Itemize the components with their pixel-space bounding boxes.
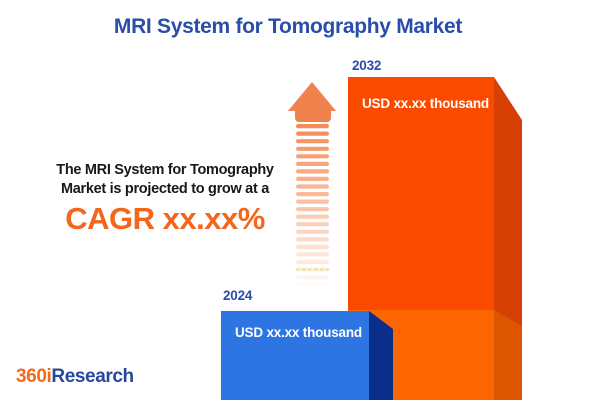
arrow-stripes [296,124,329,280]
bar-2024 [221,311,393,400]
annotation-line-2: Market is projected to grow at a [61,181,269,197]
brand-logo-suffix: Research [51,366,134,387]
brand-logo: 360iResearch [16,367,134,387]
bar-2024-side [369,311,393,400]
cagr-text: CAGR xx.xx% [65,201,265,236]
bar-label-year-2032: 2032 [352,58,382,73]
brand-logo-prefix: 360i [16,366,52,387]
annotation-line-1: The MRI System for Tomography [56,162,274,178]
growth-arrow-icon [288,82,336,280]
bar-label-year-2024: 2024 [223,288,253,303]
bar-2032-side-lower [494,310,522,400]
annotation-block: The MRI System for Tomography Market is … [30,161,300,236]
bar-2024-front [221,311,369,400]
bar-value-2032: USD xx.xx thousand [362,96,489,111]
arrow-head [288,82,336,122]
page-title: MRI System for Tomography Market [113,15,463,38]
bar-value-2024: USD xx.xx thousand [235,325,362,340]
